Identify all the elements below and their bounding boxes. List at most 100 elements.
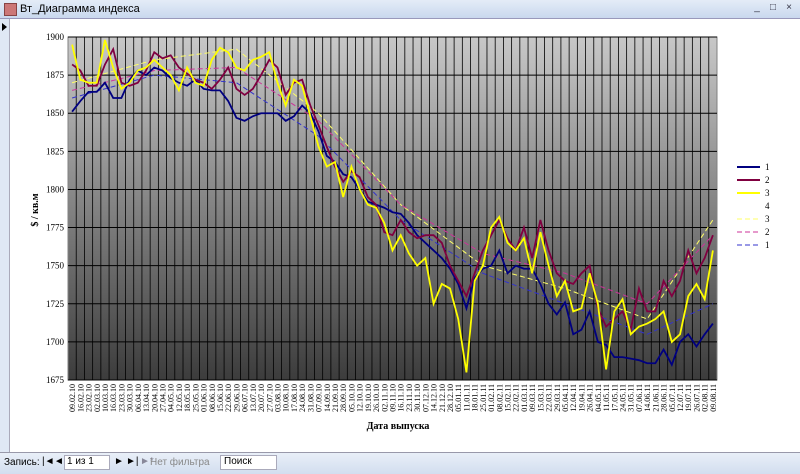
x-tick-label: 14.12.10 (430, 384, 439, 412)
x-tick-label: 21.06.11 (651, 384, 660, 412)
status-bar: Запись: |◄ ◄ 1 из 1 ► ►| ►* Нет фильтра … (0, 452, 800, 474)
x-tick-label: 13.04.10 (142, 384, 151, 412)
x-tick-label: 26.07.11 (692, 384, 701, 412)
minimize-button[interactable]: _ (754, 2, 760, 13)
record-label: Запись: (4, 457, 40, 468)
x-tick-label: 17.08.10 (290, 384, 299, 412)
x-tick-label: 12.05.10 (175, 384, 184, 412)
x-tick-label: 23.11.10 (405, 384, 414, 412)
window-title: Вт_Диаграмма индекса (20, 3, 140, 15)
x-tick-label: 23.03.10 (117, 384, 126, 412)
x-tick-label: 10.03.10 (101, 384, 110, 412)
x-tick-label: 02.08.11 (701, 384, 710, 412)
x-tick-label: 09.02.10 (68, 384, 77, 412)
x-tick-label: 29.06.10 (232, 384, 241, 412)
first-record[interactable]: |◄ (42, 456, 55, 467)
record-position[interactable]: 1 из 1 (64, 455, 110, 470)
x-tick-label: 19.07.11 (684, 384, 693, 412)
x-tick-label: 22.06.10 (224, 384, 233, 412)
x-tick-label: 14.06.11 (643, 384, 652, 412)
x-tick-label: 07.09.10 (315, 384, 324, 412)
close-button[interactable]: × (786, 2, 792, 13)
x-tick-label: 15.06.10 (216, 384, 225, 412)
x-tick-label: 29.03.11 (553, 384, 562, 412)
legend-label: 1 (765, 240, 770, 250)
x-tick-label: 09.11.10 (389, 384, 398, 412)
x-tick-label: 07.12.10 (421, 384, 430, 412)
x-tick-label: 15.03.11 (536, 384, 545, 412)
search-box[interactable]: Поиск (220, 455, 277, 470)
x-tick-label: 27.04.10 (158, 384, 167, 412)
x-tick-label: 05.07.11 (668, 384, 677, 412)
y-tick-label: 1775 (46, 223, 65, 233)
x-tick-label: 16.02.10 (76, 384, 85, 412)
x-tick-label: 05.01.11 (454, 384, 463, 412)
y-tick-label: 1800 (46, 184, 65, 194)
x-tick-label: 09.03.11 (528, 384, 537, 412)
x-tick-label: 11.01.11 (462, 384, 471, 411)
x-tick-label: 09.08.11 (709, 384, 718, 412)
y-tick-label: 1825 (46, 146, 65, 156)
current-record-arrow (2, 23, 7, 31)
x-tick-label: 04.05.10 (167, 384, 176, 412)
plot-area (67, 36, 718, 381)
y-tick-label: 1675 (46, 375, 65, 385)
x-tick-label: 24.08.10 (298, 384, 307, 412)
legend-label: 2 (765, 175, 770, 185)
x-tick-label: 28.06.11 (660, 384, 669, 412)
x-tick-label: 05.10.10 (347, 384, 356, 412)
x-tick-label: 10.08.10 (282, 384, 291, 412)
legend-label: 3 (765, 188, 770, 198)
series-line (71, 39, 714, 373)
trend-line (71, 66, 714, 305)
x-tick-label: 01.03.11 (520, 384, 529, 412)
x-tick-label: 08.06.10 (208, 384, 217, 412)
x-tick-label: 05.04.11 (561, 384, 570, 412)
x-tick-label: 26.10.10 (372, 384, 381, 412)
x-tick-label: 23.02.10 (85, 384, 94, 412)
legend-label: 2 (765, 227, 770, 237)
y-tick-label: 1850 (46, 108, 65, 118)
y-tick-label: 1750 (46, 261, 65, 271)
x-tick-label: 16.03.10 (109, 384, 118, 412)
series-line (71, 66, 714, 367)
x-axis-label: Дата выпуска (367, 421, 430, 432)
trend-line (71, 74, 714, 335)
filter-indicator[interactable]: Нет фильтра (150, 457, 210, 468)
last-record[interactable]: ►| (126, 456, 139, 467)
x-tick-label: 26.04.11 (586, 384, 595, 412)
x-tick-label: 20.07.10 (257, 384, 266, 412)
x-tick-label: 28.12.10 (446, 384, 455, 412)
x-tick-label: 28.09.10 (339, 384, 348, 412)
x-tick-label: 16.11.10 (397, 384, 406, 412)
x-tick-label: 13.07.10 (249, 384, 258, 412)
x-tick-label: 21.09.10 (331, 384, 340, 412)
x-tick-label: 24.05.11 (619, 384, 628, 412)
x-tick-label: 18.05.10 (183, 384, 192, 412)
x-tick-label: 31.05.11 (627, 384, 636, 412)
x-tick-label: 01.06.10 (200, 384, 209, 412)
x-tick-label: 17.05.11 (610, 384, 619, 412)
legend-label: 1 (765, 162, 770, 172)
y-axis-label: $ / кв.м (30, 193, 41, 226)
x-tick-label: 03.08.10 (273, 384, 282, 412)
x-tick-label: 06.04.10 (134, 384, 143, 412)
legend-label: 3 (765, 214, 770, 224)
x-tick-label: 22.02.11 (512, 384, 521, 412)
x-tick-label: 27.07.10 (265, 384, 274, 412)
x-tick-label: 18.01.11 (471, 384, 480, 412)
trend-line (71, 48, 714, 320)
x-tick-label: 11.05.11 (602, 384, 611, 411)
x-tick-label: 01.02.11 (487, 384, 496, 412)
new-record[interactable]: ►* (140, 456, 154, 467)
x-tick-label: 04.05.11 (594, 384, 603, 412)
record-selector[interactable] (0, 19, 10, 452)
x-tick-label: 21.12.10 (438, 384, 447, 412)
prev-record[interactable]: ◄ (54, 456, 64, 467)
x-tick-label: 07.06.11 (635, 384, 644, 412)
next-record[interactable]: ► (114, 456, 124, 467)
y-tick-label: 1900 (46, 32, 65, 42)
title-bar: Вт_Диаграмма индекса _ □ × (0, 0, 800, 19)
maximize-button[interactable]: □ (769, 2, 777, 13)
